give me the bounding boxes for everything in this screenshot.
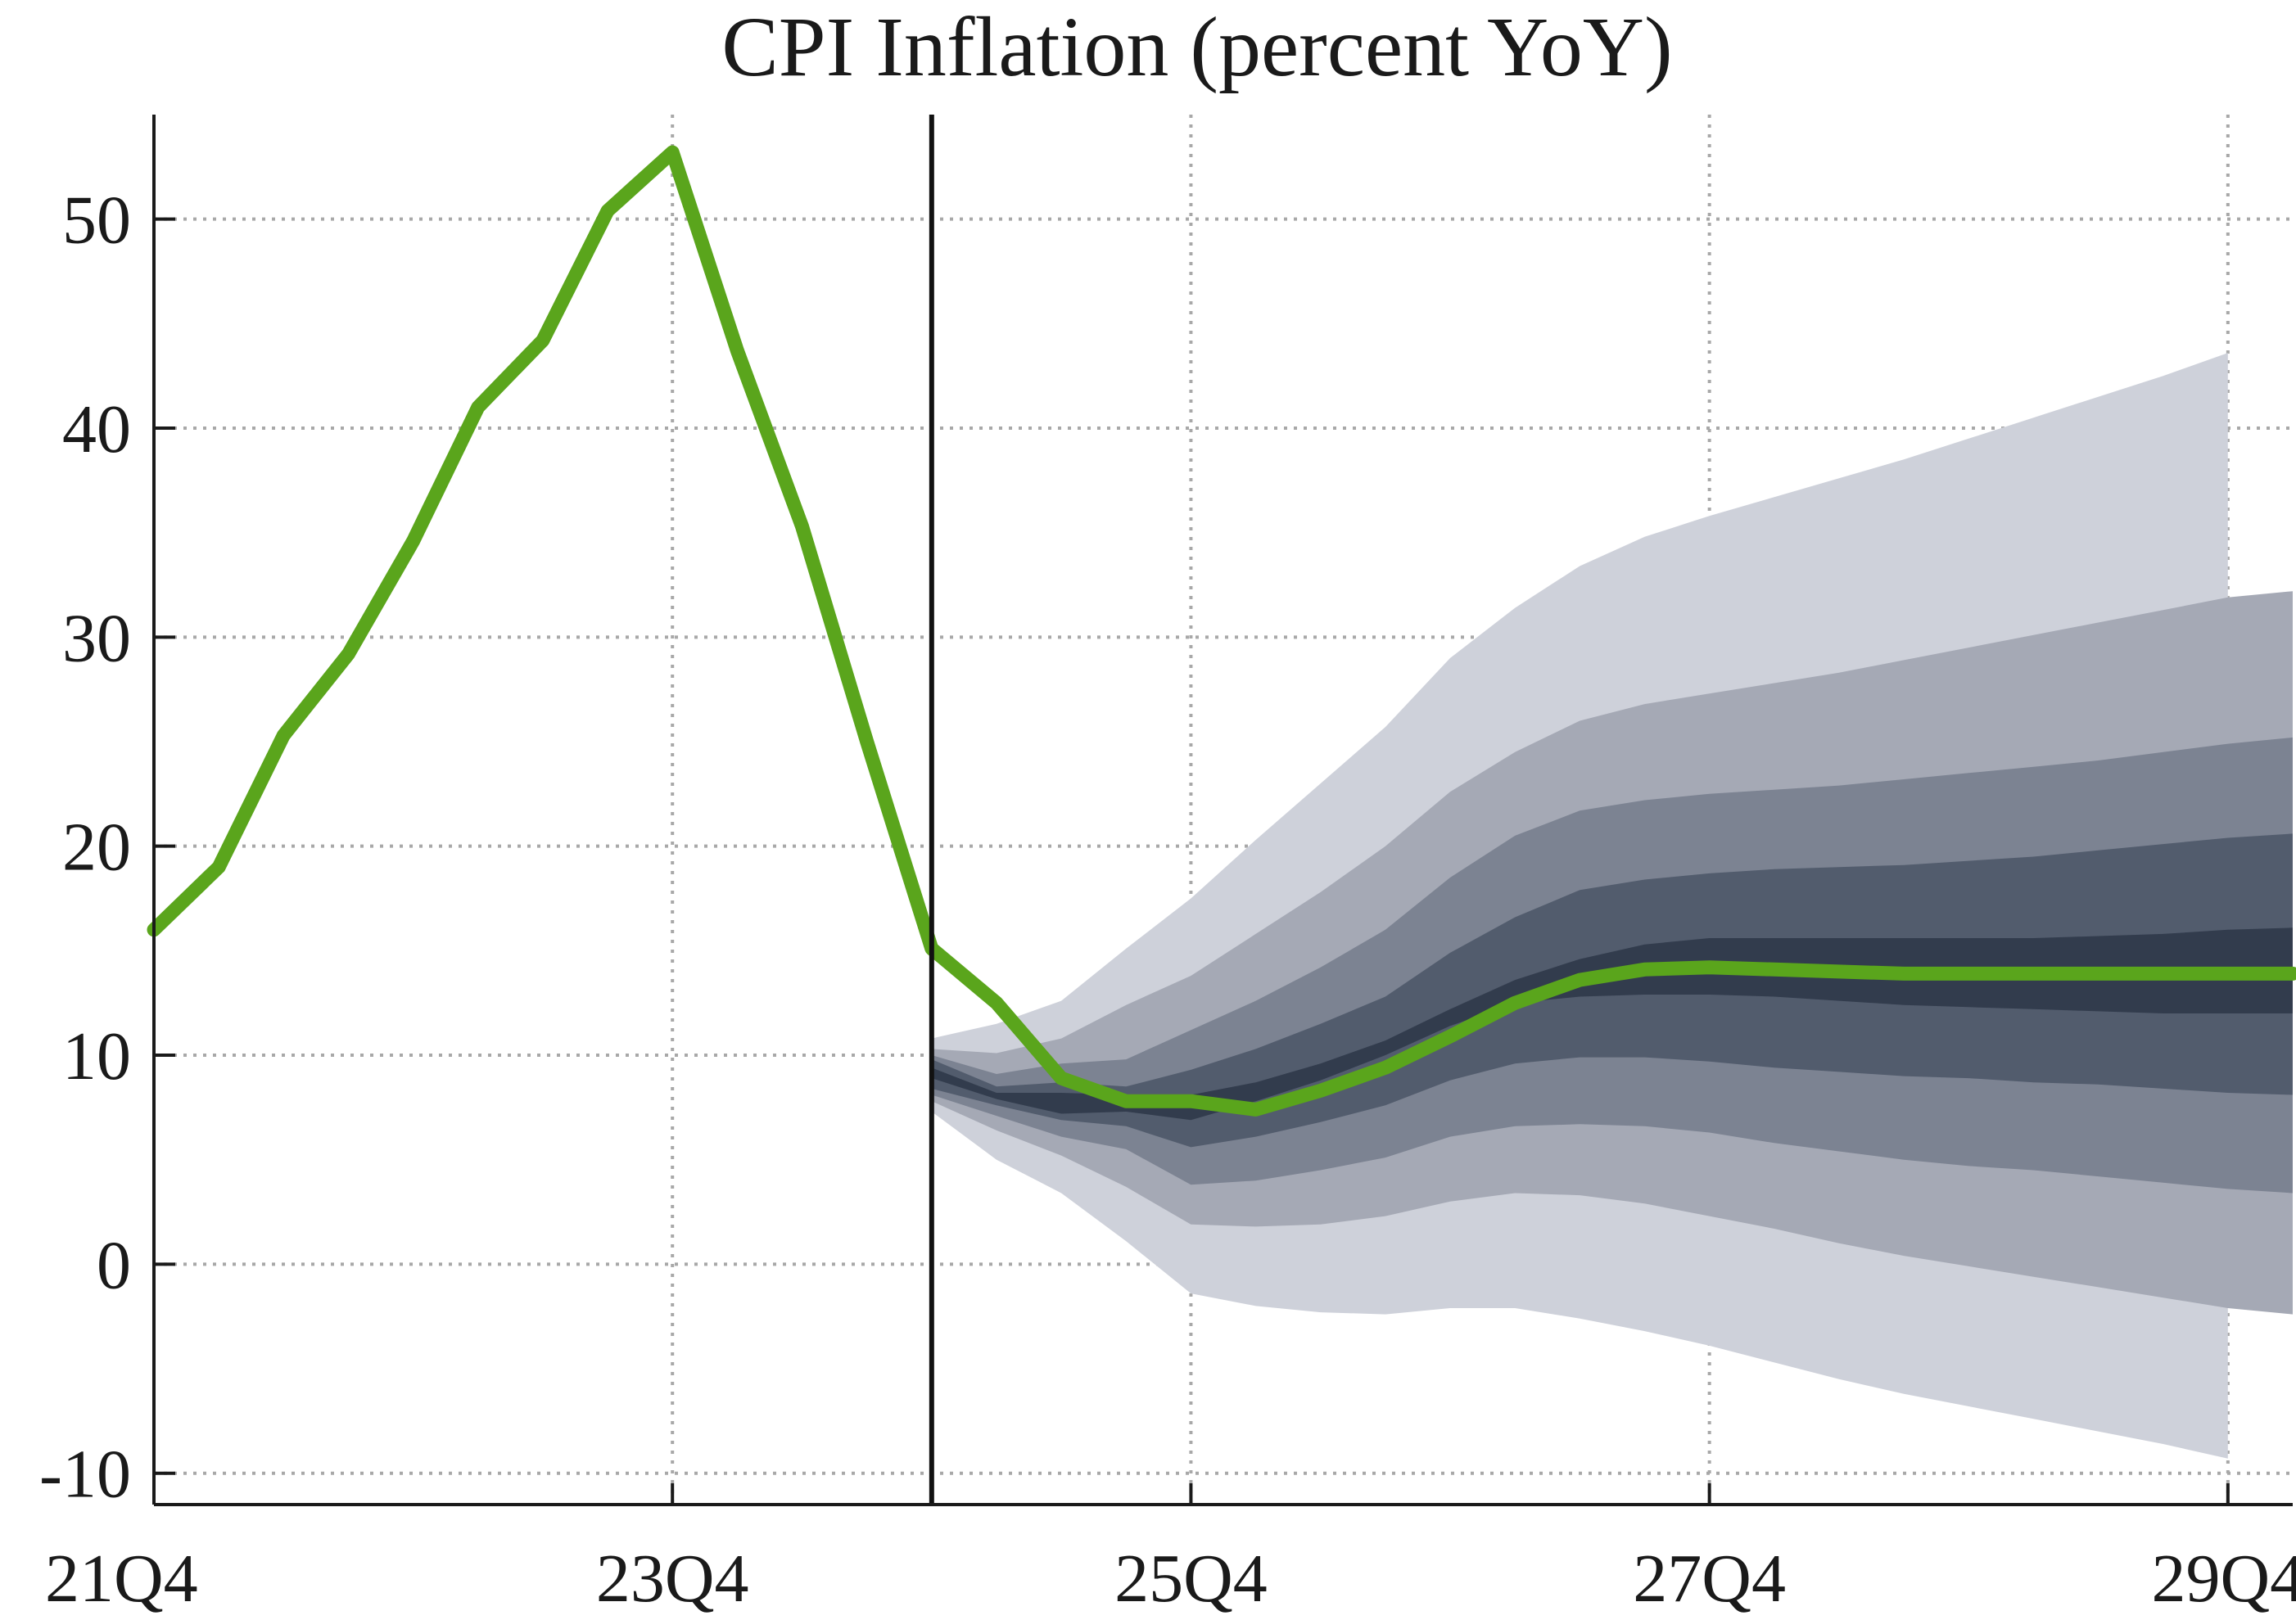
y-tick-label: 50	[62, 183, 131, 259]
y-tick-label: 30	[62, 600, 131, 676]
y-tick-label: -10	[39, 1437, 131, 1513]
x-tick-label: 25Q4	[1114, 1541, 1268, 1617]
cpi-data-point	[1968, 972, 1970, 975]
cpi-data-point	[1125, 1100, 1128, 1103]
x-tick-label: 27Q4	[1633, 1541, 1786, 1617]
cpi-data-point	[541, 339, 544, 341]
cpi-data-point	[801, 526, 803, 527]
chart-title: CPI Inflation (percent YoY)	[721, 0, 1672, 94]
x-tick-label: 29Q4	[2152, 1541, 2296, 1617]
cpi-data-point	[1579, 979, 1581, 981]
axis-layer	[152, 115, 2293, 1506]
cpi-data-point	[1514, 1002, 1516, 1004]
x-tick-label: 21Q4	[45, 1541, 198, 1617]
cpi-data-point	[282, 734, 285, 737]
cpi-data-point	[1449, 1036, 1451, 1037]
cpi-data-point	[347, 652, 350, 655]
cpi-data-point	[996, 1002, 997, 1004]
cpi-data-point	[2226, 972, 2229, 975]
y-tick-label: 40	[62, 391, 131, 467]
cpi-data-point	[218, 866, 220, 869]
cpi-data-point	[866, 741, 868, 742]
cpi-data-point	[1903, 972, 1905, 975]
cpi-data-point	[2097, 972, 2099, 975]
cpi-data-point	[1773, 968, 1775, 971]
x-tick-label: 23Q4	[596, 1541, 749, 1617]
cpi-data-point	[607, 210, 609, 212]
cpi-inflation-line	[147, 145, 2296, 1117]
y-tick-label: 20	[62, 810, 131, 886]
cpi-data-point	[1060, 1077, 1063, 1080]
grid-layer	[152, 115, 2293, 1505]
y-tick-label: 10	[62, 1018, 131, 1094]
cpi-data-point	[1708, 966, 1711, 968]
cpi-data-point	[412, 539, 414, 542]
cpi-data-point	[2292, 972, 2294, 975]
cpi-data-point	[1643, 968, 1646, 971]
cpi-data-point	[1254, 1108, 1257, 1111]
tick-label-layer: -10 0 10 20 30 40 50 21Q4 23Q4 25Q4 27Q4 29Q4	[39, 183, 2296, 1617]
cpi-data-point	[1384, 1067, 1386, 1069]
fan-band-layer	[931, 353, 2293, 1459]
y-tick-label: 0	[97, 1227, 131, 1303]
cpi-data-point	[2032, 972, 2035, 975]
cpi-data-point	[1319, 1090, 1322, 1092]
cpi-data-point	[1837, 970, 1840, 972]
cpi-data-point	[2162, 972, 2164, 975]
cpi-data-point	[1190, 1100, 1192, 1103]
cpi-data-point	[671, 151, 674, 153]
cpi-data-point	[477, 406, 479, 408]
series-layer	[147, 145, 2296, 1117]
cpi-data-point	[736, 350, 739, 352]
